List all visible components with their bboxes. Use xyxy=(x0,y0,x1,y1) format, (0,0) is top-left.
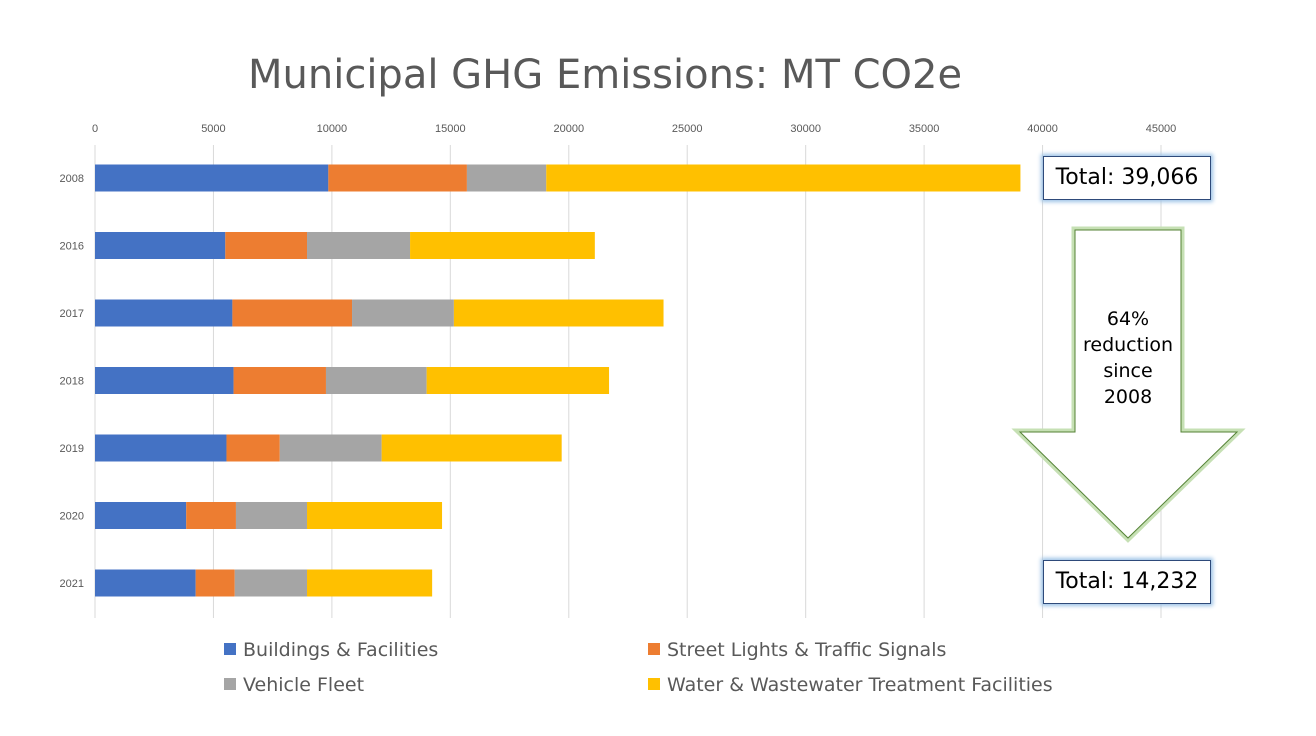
bar-segment xyxy=(95,434,227,462)
bar-segment xyxy=(381,434,562,462)
x-axis-ticks: 0 5000 10000 15000 20000 25000 30000 35000 40000… xyxy=(92,123,1176,135)
x-tick-label: 25000 xyxy=(672,123,703,135)
legend-item-vehicle-fleet: Vehicle Fleet xyxy=(224,674,364,696)
legend-item-street-lights: Street Lights & Traffic Signals xyxy=(648,639,946,661)
y-category-label: 2021 xyxy=(60,578,84,590)
legend-swatch xyxy=(648,643,660,655)
down-arrow-outline xyxy=(1018,229,1239,539)
legend-label: Street Lights & Traffic Signals xyxy=(667,639,947,661)
bar-segment xyxy=(95,232,226,259)
bar-segment xyxy=(307,502,443,529)
x-tick-label: 40000 xyxy=(1027,123,1058,135)
bar-segment xyxy=(195,569,235,597)
y-category-label: 2016 xyxy=(60,241,84,253)
bar-segment xyxy=(466,164,547,192)
x-tick-label: 35000 xyxy=(909,123,940,135)
bar-segment xyxy=(546,164,1021,192)
bar-segment xyxy=(426,367,610,394)
reduction-line: since xyxy=(1103,360,1153,382)
legend-item-water: Water & Wastewater Treatment Facilities xyxy=(648,674,1053,696)
bar-segment xyxy=(453,299,664,327)
y-category-label: 2018 xyxy=(60,376,84,388)
x-tick-label: 10000 xyxy=(317,123,348,135)
reduction-line: 64% xyxy=(1106,308,1150,330)
bar-segment xyxy=(95,299,233,327)
legend-label: Water & Wastewater Treatment Facilities xyxy=(667,674,1053,696)
bar-segment xyxy=(95,569,196,597)
bar-segment xyxy=(95,367,234,394)
y-category-label: 2017 xyxy=(60,308,84,320)
bars xyxy=(95,164,1021,597)
reduction-text: 64% reduction since 2008 xyxy=(1078,306,1178,410)
bar-segment xyxy=(325,367,427,394)
bar-segment xyxy=(186,502,236,529)
reduction-arrow xyxy=(1011,226,1246,543)
x-tick-label: 45000 xyxy=(1146,123,1177,135)
y-category-label: 2008 xyxy=(60,173,84,185)
chart-title: Municipal GHG Emissions: MT CO2e xyxy=(248,52,963,98)
bar-segment xyxy=(95,164,329,192)
legend-swatch xyxy=(224,678,236,690)
bar-segment xyxy=(410,232,595,259)
bar-segment xyxy=(352,299,454,327)
legend-swatch xyxy=(648,678,660,690)
x-tick-label: 20000 xyxy=(553,123,584,135)
bar-segment xyxy=(95,502,187,529)
y-category-label: 2020 xyxy=(60,511,84,523)
y-category-label: 2019 xyxy=(60,443,84,455)
total-2008-box: Total: 39,066 xyxy=(1043,156,1211,200)
bar-segment xyxy=(307,232,411,259)
bar-segment xyxy=(233,367,326,394)
legend-item-buildings: Buildings & Facilities xyxy=(224,639,438,661)
y-axis-categories: 2008 2016 2017 2018 2019 2020 2021 xyxy=(60,173,84,590)
bar-segment xyxy=(235,502,308,529)
bar-segment xyxy=(225,232,308,259)
bar-segment xyxy=(234,569,308,597)
bar-segment xyxy=(279,434,382,462)
reduction-line: 2008 xyxy=(1103,386,1153,408)
legend-label: Buildings & Facilities xyxy=(243,639,439,661)
x-tick-label: 15000 xyxy=(435,123,466,135)
total-2021-box: Total: 14,232 xyxy=(1043,560,1211,604)
legend-label: Vehicle Fleet xyxy=(243,674,365,696)
reduction-line: reduction xyxy=(1082,334,1174,356)
x-tick-label: 30000 xyxy=(790,123,821,135)
bar-segment xyxy=(232,299,353,327)
bar-segment xyxy=(328,164,467,192)
bar-segment xyxy=(226,434,280,462)
x-tick-label: 5000 xyxy=(201,123,225,135)
bar-segment xyxy=(307,569,433,597)
legend-swatch xyxy=(224,643,236,655)
x-tick-label: 0 xyxy=(92,123,98,135)
